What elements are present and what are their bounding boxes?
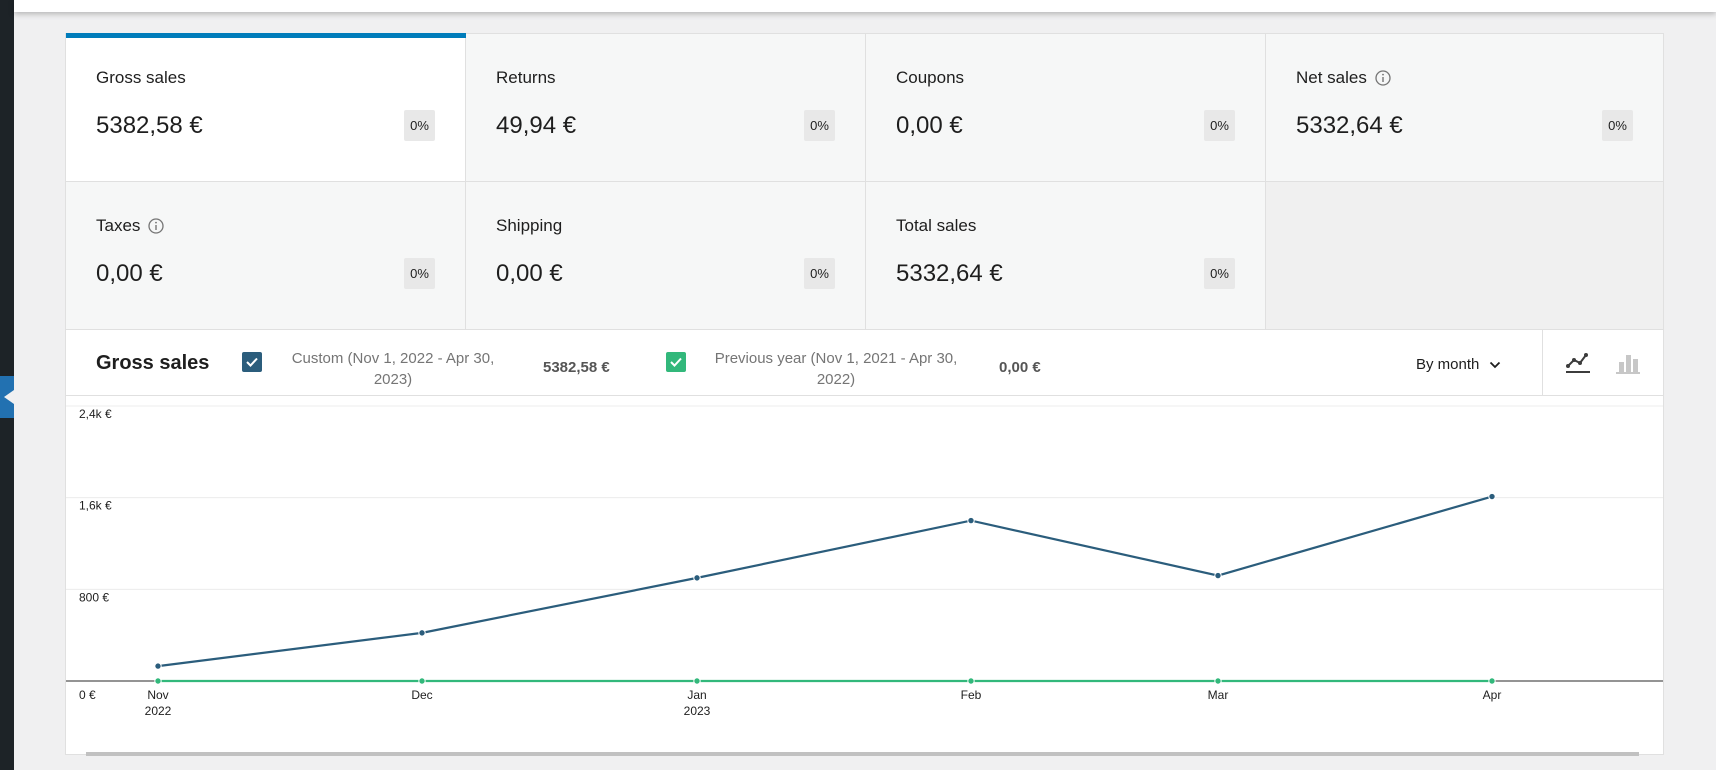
tile-value: 5332,64 € [896, 260, 1003, 287]
data-point [1214, 571, 1222, 580]
tile-label: Total sales [896, 216, 976, 236]
legend-label: Custom (Nov 1, 2022 - Apr 30, 2023) [288, 348, 498, 390]
tile-label: Net sales [1296, 68, 1391, 88]
data-point [1488, 492, 1496, 501]
y-tick-label: 0 € [79, 688, 96, 702]
legend-label-line: 2023) [373, 371, 413, 388]
tile-label: Coupons [896, 68, 964, 88]
tile-label: Shipping [496, 216, 562, 236]
tile-net-sales[interactable]: Net sales 5332,64 € 0% [1266, 34, 1663, 182]
checkbox-checked-icon[interactable] [242, 352, 262, 372]
chart-header: Gross sales Custom (Nov 1, 2022 - Apr 30… [66, 330, 1663, 396]
top-bar [14, 0, 1716, 12]
chart-series [154, 492, 1496, 685]
tile-value: 0,00 € [496, 260, 563, 287]
data-point [967, 677, 975, 685]
tile-delta-badge: 0% [804, 258, 835, 289]
data-point [967, 516, 975, 525]
chart-horizontal-scrollbar[interactable] [66, 752, 1663, 756]
data-point [418, 629, 426, 637]
x-axis-ticks: Nov 2022 Dec Jan 2023 Feb Mar Apr [145, 688, 1502, 718]
x-tick-label: Dec [411, 688, 432, 702]
legend-total: 0,00 € [999, 359, 1041, 376]
tile-label-text: Gross sales [96, 68, 186, 87]
interval-select-value: By month [1416, 356, 1480, 373]
chevron-down-icon [1490, 361, 1501, 368]
tile-taxes[interactable]: Taxes 0,00 € 0% [66, 182, 466, 330]
tile-label-text: Taxes [96, 216, 141, 235]
tile-coupons[interactable]: Coupons 0,00 € 0% [866, 34, 1266, 182]
tile-empty [1266, 182, 1663, 330]
x-tick-label: Apr [1483, 688, 1502, 702]
tile-label-text: Coupons [896, 68, 965, 87]
admin-sidebar [0, 0, 14, 770]
series-line [157, 495, 1493, 668]
data-point [1488, 677, 1496, 685]
tile-total-sales[interactable]: Total sales 5332,64 € 0% [866, 182, 1266, 330]
legend-label-line: Previous year (Nov 1, 2021 - Apr 30, [714, 350, 958, 367]
legend-label-line: Custom (Nov 1, 2022 - Apr 30, [291, 350, 495, 367]
info-icon[interactable] [1375, 70, 1391, 86]
tile-label: Returns [496, 68, 556, 88]
sidebar-collapse-arrow-icon[interactable] [0, 376, 14, 418]
y-axis-ticks: 0 € 800 € 1,6k € 2,4k € [79, 407, 112, 702]
tile-delta-badge: 0% [1602, 110, 1633, 141]
tile-value: 5382,58 € [96, 112, 203, 139]
x-tick-label: Mar [1208, 688, 1229, 702]
data-point [154, 662, 162, 670]
legend-label: Previous year (Nov 1, 2021 - Apr 30, 202… [706, 348, 966, 390]
data-point [1214, 677, 1222, 685]
tile-value: 5332,64 € [1296, 112, 1403, 139]
summary-tiles: Gross sales 5382,58 € 0% Returns 49,94 €… [66, 33, 1663, 330]
y-tick-label: 1,6k € [79, 499, 112, 513]
data-point [693, 677, 701, 685]
legend-label-line: 2022) [816, 371, 856, 388]
x-tick-label: 2022 [145, 704, 172, 718]
legend-total: 5382,58 € [543, 359, 610, 376]
performance-panel: Gross sales 5382,58 € 0% Returns 49,94 €… [65, 33, 1664, 756]
chart-type-toggle [1542, 330, 1663, 395]
gross-sales-chart: 0 € 800 € 1,6k € 2,4k € Nov 2022 Dec Jan 2023 Fe… [66, 405, 1663, 718]
tile-label-text: Returns [496, 68, 556, 87]
tile-value: 0,00 € [96, 260, 163, 287]
checkbox-checked-icon[interactable] [666, 352, 686, 372]
tile-value: 49,94 € [496, 112, 577, 139]
interval-select[interactable]: By month [1416, 356, 1501, 373]
tile-delta-badge: 0% [1204, 110, 1235, 141]
tile-label-text: Net sales [1296, 68, 1367, 87]
data-point [154, 677, 162, 685]
x-tick-label: Jan [687, 688, 706, 702]
bar-chart-icon[interactable] [1615, 350, 1641, 374]
tile-value: 0,00 € [896, 112, 963, 139]
data-point [693, 574, 701, 582]
tile-label-text: Shipping [496, 216, 563, 235]
data-point [418, 677, 426, 685]
x-tick-label: 2023 [684, 704, 711, 718]
tile-label: Taxes [96, 216, 165, 236]
tile-delta-badge: 0% [404, 110, 435, 141]
x-tick-label: Nov [147, 688, 168, 702]
y-tick-label: 2,4k € [79, 407, 112, 421]
chart-title: Gross sales [96, 352, 210, 374]
tile-delta-badge: 0% [804, 110, 835, 141]
tile-delta-badge: 0% [404, 258, 435, 289]
tile-returns[interactable]: Returns 49,94 € 0% [466, 34, 866, 182]
line-chart-icon[interactable] [1565, 350, 1591, 374]
legend-item-previous-year[interactable]: Previous year (Nov 1, 2021 - Apr 30, 202… [666, 348, 966, 390]
tile-delta-badge: 0% [1204, 258, 1235, 289]
x-tick-label: Feb [961, 688, 982, 702]
tile-label-text: Total sales [896, 216, 977, 235]
info-icon[interactable] [148, 218, 165, 234]
tile-label: Gross sales [96, 68, 186, 88]
legend-item-custom[interactable]: Custom (Nov 1, 2022 - Apr 30, 2023) [242, 348, 498, 390]
tile-shipping[interactable]: Shipping 0,00 € 0% [466, 182, 866, 330]
y-tick-label: 800 € [79, 590, 109, 604]
scrollbar-thumb[interactable] [86, 752, 1639, 756]
tile-gross-sales[interactable]: Gross sales 5382,58 € 0% [66, 33, 466, 182]
